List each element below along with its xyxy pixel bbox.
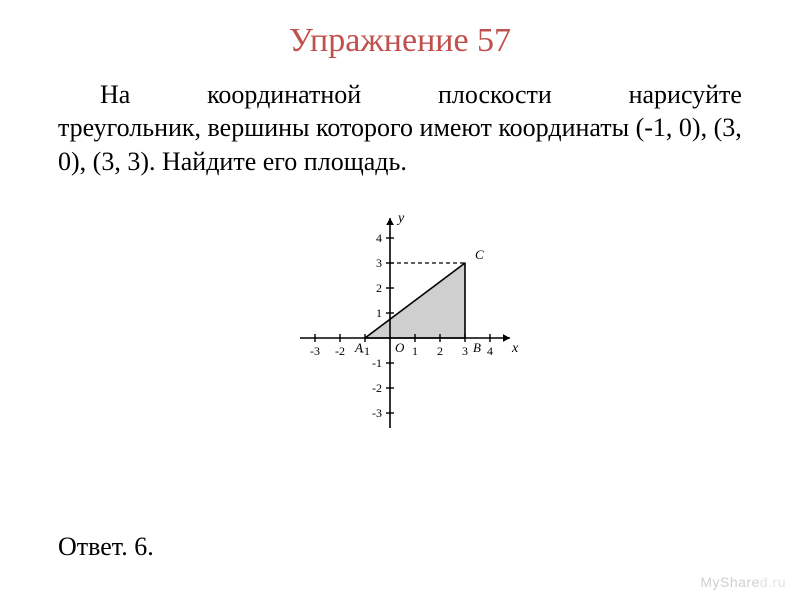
svg-text:O: O — [395, 340, 405, 355]
svg-text:A: A — [354, 340, 363, 355]
watermark: MyShared.ru — [700, 574, 786, 590]
svg-text:1: 1 — [412, 344, 418, 358]
svg-text:2: 2 — [376, 281, 382, 295]
svg-text:2: 2 — [437, 344, 443, 358]
svg-text:-1: -1 — [372, 356, 382, 370]
svg-text:4: 4 — [376, 231, 382, 245]
answer-label: Ответ. — [58, 532, 128, 561]
problem-statement: На координатной плоскости нарисуйте треу… — [0, 60, 800, 178]
svg-text:1: 1 — [376, 306, 382, 320]
svg-text:C: C — [475, 247, 484, 262]
chart-container: -3-2-11234-3-2-11234xyOABC — [0, 198, 800, 458]
problem-word: На — [100, 78, 130, 111]
answer-value: 6. — [134, 532, 154, 561]
problem-word: плоскости — [438, 78, 552, 111]
problem-word: нарисуйте — [629, 78, 742, 111]
problem-word: координатной — [207, 78, 361, 111]
svg-text:4: 4 — [487, 344, 493, 358]
svg-text:-3: -3 — [372, 406, 382, 420]
title-text: Упражнение 57 — [289, 22, 511, 59]
watermark-bold: MyShare — [700, 574, 760, 590]
svg-text:3: 3 — [376, 256, 382, 270]
svg-text:-3: -3 — [310, 344, 320, 358]
exercise-title: Упражнение 57 — [0, 0, 800, 60]
svg-text:x: x — [511, 341, 519, 356]
svg-text:-2: -2 — [372, 381, 382, 395]
svg-text:y: y — [396, 211, 405, 226]
problem-rest: треугольник, вершины которого имеют коор… — [58, 111, 742, 178]
answer-block: Ответ. 6. — [58, 532, 154, 562]
svg-text:-2: -2 — [335, 344, 345, 358]
svg-text:B: B — [473, 340, 481, 355]
watermark-dim: d.ru — [760, 574, 786, 590]
problem-line1: На координатной плоскости нарисуйте — [58, 78, 742, 111]
coordinate-plane-chart: -3-2-11234-3-2-11234xyOABC — [260, 198, 540, 458]
svg-text:3: 3 — [462, 344, 468, 358]
